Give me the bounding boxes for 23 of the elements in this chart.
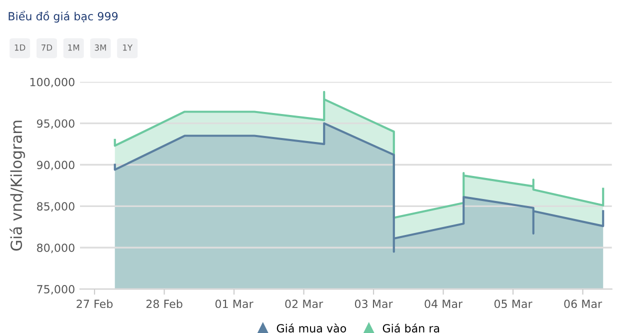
x-tick-label: 04 Mar <box>424 300 463 308</box>
y-tick-label: 80,000 <box>37 244 74 254</box>
y-tick-label: 85,000 <box>37 202 74 212</box>
chart-title: Biểu đồ giá bạc 999 <box>8 10 118 23</box>
legend-label: Giá mua vào <box>276 323 346 332</box>
x-tick-label: 01 Mar <box>215 300 254 308</box>
text: 7D <box>42 44 52 51</box>
x-tick-label: 06 Mar <box>564 300 602 308</box>
y-tick-label: 95,000 <box>36 119 74 129</box>
x-tick-label: 05 Mar <box>494 300 532 308</box>
legend-label: Giá bán ra <box>382 323 440 332</box>
text: 1M <box>68 44 80 51</box>
y-tick-label: 75,000 <box>37 285 74 295</box>
y-axis-title: Giá vnd/Kilogram <box>10 120 26 251</box>
text: 1Y <box>123 44 133 51</box>
x-tick-label: 03 Mar <box>354 300 393 308</box>
y-tick-label: 100,000 <box>30 78 74 88</box>
text: 3M <box>94 44 106 51</box>
x-tick-label: 28 Feb <box>146 299 182 308</box>
x-tick-label: 27 Feb <box>76 299 113 308</box>
y-tick-label: 90,000 <box>36 160 74 170</box>
text: 1D <box>14 44 26 51</box>
x-tick-label: 02 Mar <box>285 300 324 308</box>
